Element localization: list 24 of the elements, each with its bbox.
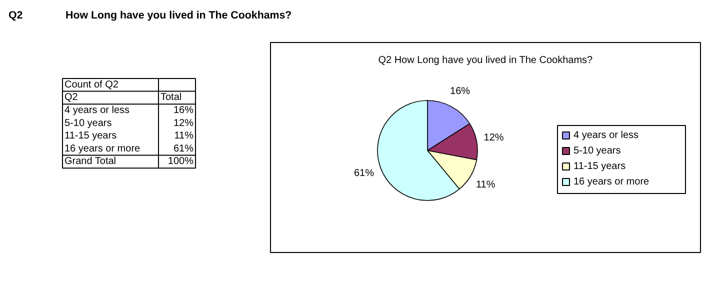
text: 16% xyxy=(173,105,194,116)
text: 100% xyxy=(168,156,194,168)
text: 12% xyxy=(173,118,194,129)
text: Q2 xyxy=(8,10,23,22)
category-label: 5-10 years xyxy=(64,118,112,129)
data-label: 16% xyxy=(450,86,470,97)
data-label: 11% xyxy=(476,179,496,190)
text: Q2 xyxy=(64,92,78,104)
text: How Long have you lived in The Cookhams? xyxy=(66,10,292,22)
legend-label: 5-10 years xyxy=(574,146,621,156)
text: Total xyxy=(160,92,182,104)
text: 11% xyxy=(174,130,194,142)
legend-label: 4 years or less xyxy=(574,130,639,141)
chart-title: Q2 How Long have you lived in The Cookhams? xyxy=(378,55,594,66)
legend-label: 11-15 years xyxy=(574,161,626,172)
data-label: 61% xyxy=(354,168,374,179)
text: 61% xyxy=(173,143,194,154)
category-label: 16 years or more xyxy=(64,143,140,154)
category-label: 4 years or less xyxy=(64,105,130,116)
data-label: 12% xyxy=(484,132,504,144)
legend-label: 16 years or more xyxy=(574,176,650,188)
text: Count of Q2 xyxy=(64,79,119,90)
category-label: 11-15 years xyxy=(64,130,117,142)
text: Grand Total xyxy=(64,156,116,168)
